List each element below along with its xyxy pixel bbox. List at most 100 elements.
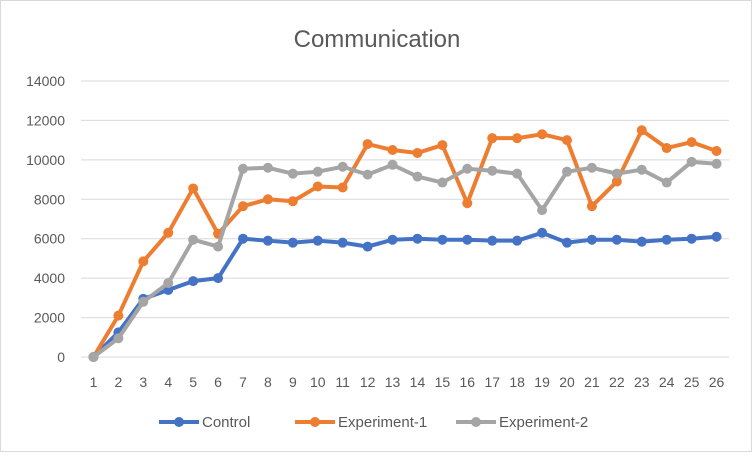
x-tick-label: 4 [164, 374, 172, 390]
data-point [163, 278, 174, 289]
data-point [686, 156, 697, 167]
x-tick-label: 16 [460, 374, 476, 390]
series-line [91, 128, 719, 359]
y-tick-label: 10000 [26, 152, 65, 168]
data-point [487, 235, 498, 246]
x-tick-label: 1 [90, 374, 98, 390]
data-point [462, 198, 473, 209]
data-point [287, 237, 298, 248]
data-point [437, 140, 448, 151]
data-point [711, 145, 722, 156]
data-point [586, 234, 597, 245]
data-point [387, 234, 398, 245]
legend-item: Control [159, 414, 250, 431]
data-point [163, 227, 174, 238]
x-tick-label: 3 [139, 374, 147, 390]
data-point [462, 234, 473, 245]
y-tick-label: 6000 [34, 231, 65, 247]
x-tick-label: 12 [360, 374, 376, 390]
y-axis-ticks: 0 2000 4000 6000 8000 10000 12000 14000 [26, 73, 65, 365]
data-point [188, 276, 199, 287]
x-axis-ticks: 1 2 3 4 5 6 7 8 9 10 11 12 13 14 15 16 17 18 19 20 21 22 23 24 2… [90, 374, 725, 390]
legend-item: Experiment-2 [456, 414, 588, 431]
legend-label: Experiment-2 [499, 414, 588, 431]
data-point [262, 235, 273, 246]
series-group [88, 125, 722, 362]
data-point [412, 147, 423, 158]
legend: Control Experiment-1 Experiment-2 [159, 414, 588, 431]
data-point [512, 168, 523, 179]
data-point [238, 163, 248, 174]
x-tick-label: 23 [634, 374, 650, 390]
y-tick-label: 4000 [34, 270, 65, 286]
data-point [611, 234, 622, 245]
data-point [213, 273, 224, 284]
x-tick-label: 25 [684, 374, 700, 390]
series-control [88, 227, 722, 362]
y-tick-label: 14000 [26, 73, 65, 89]
x-tick-label: 8 [264, 374, 272, 390]
data-point [287, 196, 298, 207]
x-tick-label: 15 [435, 374, 451, 390]
data-point [562, 135, 572, 146]
x-tick-label: 18 [509, 374, 525, 390]
data-point [487, 165, 498, 176]
data-point [636, 164, 647, 175]
x-tick-label: 2 [114, 374, 122, 390]
x-tick-label: 13 [385, 374, 401, 390]
data-point [636, 125, 647, 136]
data-point [387, 145, 398, 155]
data-point [537, 227, 548, 238]
data-point [213, 241, 224, 252]
x-tick-label: 11 [335, 374, 350, 390]
y-tick-label: 12000 [26, 112, 65, 128]
y-tick-label: 2000 [34, 310, 65, 326]
legend-swatch-marker [471, 417, 481, 427]
data-point [711, 158, 722, 169]
data-point [138, 296, 149, 307]
data-point [312, 235, 323, 246]
legend-swatch-marker [174, 417, 184, 427]
data-point [387, 159, 398, 170]
chart-title: Communication [294, 26, 461, 53]
x-tick-label: 19 [534, 374, 550, 390]
data-point [262, 162, 273, 173]
data-point [586, 162, 597, 173]
x-tick-label: 7 [239, 374, 247, 390]
data-point [686, 137, 697, 148]
data-point [113, 333, 124, 344]
data-point [537, 205, 548, 216]
legend-item: Experiment-1 [295, 414, 427, 431]
data-point [113, 310, 124, 321]
series-experiment-1 [88, 125, 722, 362]
data-point [188, 183, 199, 194]
legend-label: Experiment-1 [338, 414, 427, 431]
data-point [487, 133, 498, 144]
data-point [337, 182, 348, 193]
data-point [362, 241, 373, 252]
data-point [412, 171, 423, 182]
x-tick-label: 6 [214, 374, 222, 390]
data-point [661, 177, 672, 188]
data-point [362, 169, 373, 180]
data-point [238, 233, 248, 244]
x-tick-label: 9 [289, 374, 297, 390]
x-tick-label: 10 [310, 374, 326, 390]
data-point [537, 129, 548, 140]
data-point [512, 133, 523, 144]
data-point [337, 237, 348, 248]
data-point [163, 284, 174, 295]
data-point [88, 352, 99, 362]
data-point [512, 235, 523, 246]
data-point [611, 176, 622, 187]
data-point [262, 194, 273, 205]
x-tick-label: 14 [410, 374, 426, 390]
data-point [312, 166, 323, 177]
data-point [362, 139, 373, 150]
x-tick-label: 17 [484, 374, 500, 390]
data-point [686, 233, 697, 244]
data-point [636, 236, 647, 247]
data-point [462, 163, 473, 174]
data-point [661, 234, 672, 245]
